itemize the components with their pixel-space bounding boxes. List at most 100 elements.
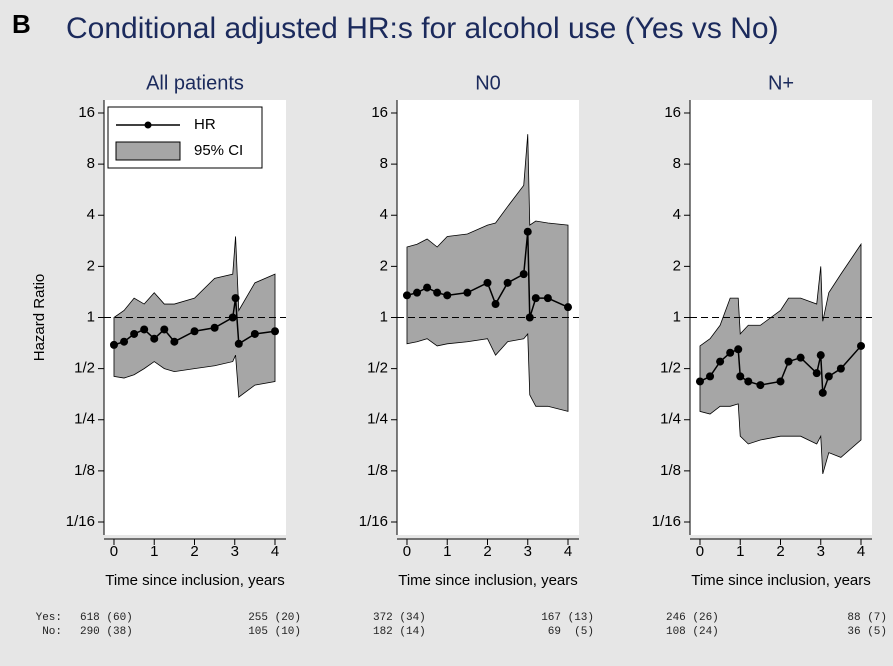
hr-point (706, 372, 715, 381)
ci-band (113, 236, 276, 398)
x-tick-label: 4 (271, 543, 279, 560)
hr-point (776, 377, 785, 386)
legend-ci-swatch (115, 141, 181, 161)
hr-point (140, 325, 149, 334)
hr-point (503, 278, 512, 287)
y-tick-label: 1/4 (660, 411, 681, 428)
y-axis-title: Hazard Ratio (31, 274, 48, 362)
x-tick-label: 1 (736, 543, 744, 560)
hr-point (413, 288, 422, 297)
at-risk-count: 105 (10) (248, 626, 301, 638)
hr-point (796, 353, 805, 362)
hr-point (130, 329, 139, 338)
y-tick-label: 1/8 (367, 462, 388, 479)
hr-point (109, 340, 118, 349)
x-tick-label: 2 (190, 543, 198, 560)
at-risk-count: 290 (38) (80, 626, 133, 638)
panel-label: B (12, 9, 31, 39)
x-tick-label: 4 (857, 543, 865, 560)
y-tick-label: 1/8 (660, 462, 681, 479)
at-risk-label: No: (42, 626, 62, 638)
hr-point (523, 227, 532, 236)
figure-title: Conditional adjusted HR:s for alcohol us… (66, 12, 779, 45)
hr-point (210, 323, 219, 332)
y-tick-label: 1/16 (66, 513, 95, 530)
x-tick-label: 1 (150, 543, 158, 560)
at-risk-count: 167 (13) (541, 612, 594, 624)
hr-point (564, 303, 573, 312)
hr-point (150, 334, 159, 343)
x-axis-title: Time since inclusion, years (398, 572, 578, 589)
hr-point (716, 357, 725, 366)
at-risk-label: Yes: (36, 612, 62, 624)
panel-title: All patients (146, 72, 244, 94)
y-tick-label: 1/4 (367, 411, 388, 428)
y-tick-label: 1/8 (74, 462, 95, 479)
x-tick-label: 2 (776, 543, 784, 560)
hr-point (271, 327, 280, 336)
hr-point (491, 300, 500, 309)
y-tick-label: 1 (673, 308, 681, 325)
hr-point (228, 313, 237, 322)
y-tick-label: 1 (87, 308, 95, 325)
ci-band (406, 134, 569, 412)
x-tick-label: 0 (696, 543, 704, 560)
hr-point (543, 294, 552, 303)
y-tick-label: 16 (371, 104, 388, 121)
panel-title: N0 (475, 72, 501, 94)
y-tick-label: 4 (673, 206, 681, 223)
y-tick-label: 1/2 (367, 360, 388, 377)
hr-point (483, 278, 492, 287)
hr-point (190, 327, 199, 336)
x-tick-label: 3 (231, 543, 239, 560)
at-risk-count: 88 (7) (847, 612, 887, 624)
hr-point (818, 388, 827, 397)
y-tick-label: 2 (673, 257, 681, 274)
hr-point (433, 288, 442, 297)
hr-point (234, 339, 243, 348)
y-tick-label: 2 (87, 257, 95, 274)
x-tick-label: 4 (564, 543, 572, 560)
hr-point (816, 351, 825, 360)
hr-point (402, 291, 411, 300)
y-tick-label: 2 (380, 257, 388, 274)
hr-point (443, 291, 452, 300)
hr-point (857, 341, 866, 350)
hr-point (726, 348, 735, 357)
at-risk-count: 255 (20) (248, 612, 301, 624)
hr-point (734, 345, 743, 354)
legend-label: HR (194, 116, 216, 133)
at-risk-count: 618 (60) (80, 612, 133, 624)
y-tick-label: 1/16 (652, 513, 681, 530)
hr-point (531, 294, 540, 303)
y-tick-label: 4 (87, 206, 95, 223)
y-tick-label: 1/2 (660, 360, 681, 377)
hr-point (250, 329, 259, 338)
at-risk-count: 182 (14) (373, 626, 426, 638)
at-risk-count: 69 (5) (548, 626, 594, 638)
hr-point (525, 313, 534, 322)
y-tick-label: 4 (380, 206, 388, 223)
x-axis-title: Time since inclusion, years (691, 572, 871, 589)
hr-point (120, 337, 129, 346)
at-risk-count: 246 (26) (666, 612, 719, 624)
hr-point (756, 381, 765, 390)
y-tick-label: 8 (673, 155, 681, 172)
hr-point (736, 372, 745, 381)
hr-point (423, 283, 432, 292)
x-axis-title: Time since inclusion, years (105, 572, 285, 589)
y-tick-label: 16 (664, 104, 681, 121)
hr-point (695, 377, 704, 386)
x-tick-label: 0 (403, 543, 411, 560)
panel-title: N+ (768, 72, 794, 94)
hr-point (231, 294, 240, 303)
y-tick-label: 1/2 (74, 360, 95, 377)
hr-point (463, 288, 472, 297)
y-tick-label: 1 (380, 308, 388, 325)
y-tick-label: 16 (78, 104, 95, 121)
y-tick-label: 1/16 (359, 513, 388, 530)
legend-hr-marker (144, 121, 152, 129)
hr-point (836, 364, 845, 373)
hr-point (170, 337, 179, 346)
